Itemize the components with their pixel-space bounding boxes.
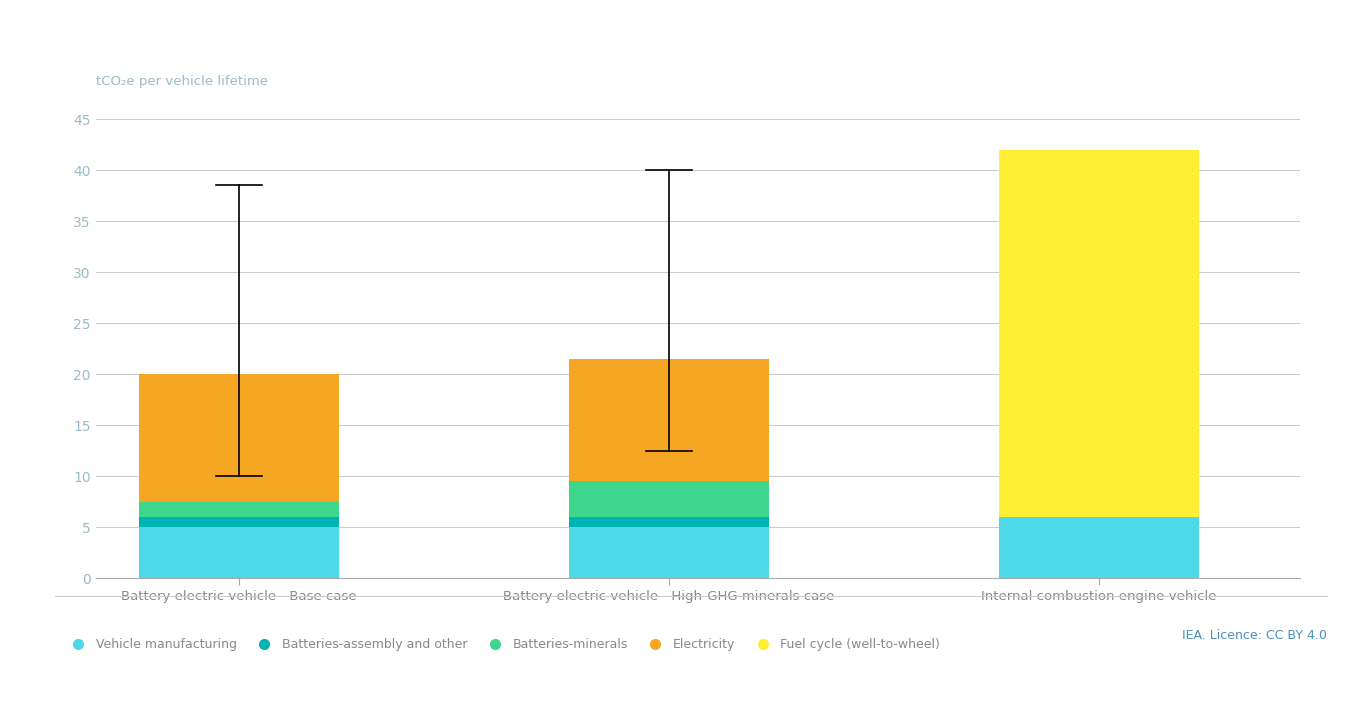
Bar: [138, 374, 339, 501]
Bar: [569, 527, 769, 578]
Text: IEA. Licence: CC BY 4.0: IEA. Licence: CC BY 4.0: [1182, 629, 1327, 642]
Bar: [569, 517, 769, 527]
Bar: [569, 359, 769, 482]
Bar: [999, 517, 1200, 578]
Bar: [138, 517, 339, 527]
Text: tCO₂e per vehicle lifetime: tCO₂e per vehicle lifetime: [96, 75, 268, 88]
Legend: Vehicle manufacturing, Batteries-assembly and other, Batteries-minerals, Electri: Vehicle manufacturing, Batteries-assembl…: [62, 634, 945, 656]
Bar: [999, 149, 1200, 517]
Bar: [138, 501, 339, 517]
Bar: [569, 482, 769, 517]
Bar: [138, 527, 339, 578]
